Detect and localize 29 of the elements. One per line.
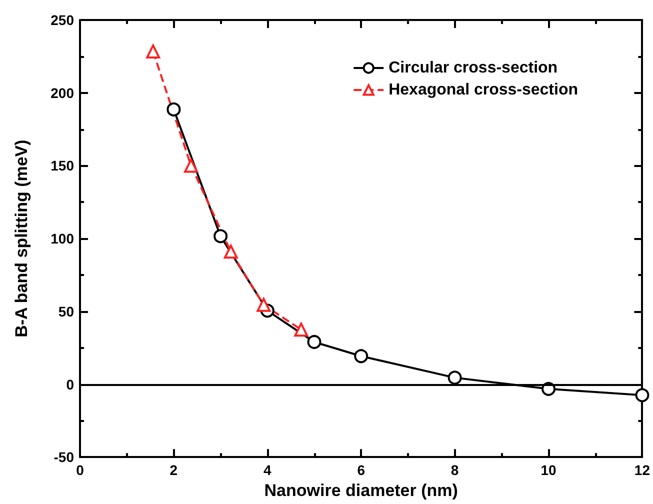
point bbox=[307, 335, 322, 349]
point bbox=[214, 229, 228, 244]
point bbox=[224, 244, 238, 259]
point bbox=[146, 44, 160, 58]
y-tick-label: 250 bbox=[50, 12, 74, 28]
legend-label: Hexagonal cross-section bbox=[388, 82, 578, 98]
x-tick-label: 4 bbox=[264, 462, 272, 478]
x-tick-label: 12 bbox=[634, 462, 650, 478]
point bbox=[448, 370, 462, 385]
legend-label: Circular cross-section bbox=[388, 60, 558, 76]
y-tick-label: 50 bbox=[58, 303, 74, 320]
y-tick-label: -50 bbox=[54, 449, 74, 466]
x-tick-label: 0 bbox=[76, 462, 84, 478]
point bbox=[256, 298, 271, 312]
y-tick-label: 0 bbox=[66, 376, 74, 392]
y-axis-title: B-A band splitting (meV) bbox=[12, 140, 31, 338]
point bbox=[166, 102, 181, 116]
y-tick-label: 200 bbox=[50, 84, 74, 101]
x-axis-title: Nanowire diameter (nm) bbox=[264, 481, 458, 500]
point bbox=[294, 322, 308, 337]
x-tick-label: 8 bbox=[450, 462, 459, 478]
point bbox=[354, 349, 368, 364]
x-tick-label: 6 bbox=[357, 462, 366, 478]
y-tick-label: 150 bbox=[50, 158, 74, 174]
point bbox=[184, 158, 198, 173]
point bbox=[635, 388, 650, 402]
x-tick-label: 2 bbox=[170, 462, 178, 478]
x-tick-label: 10 bbox=[540, 462, 557, 478]
y-tick-label: 100 bbox=[50, 230, 74, 247]
